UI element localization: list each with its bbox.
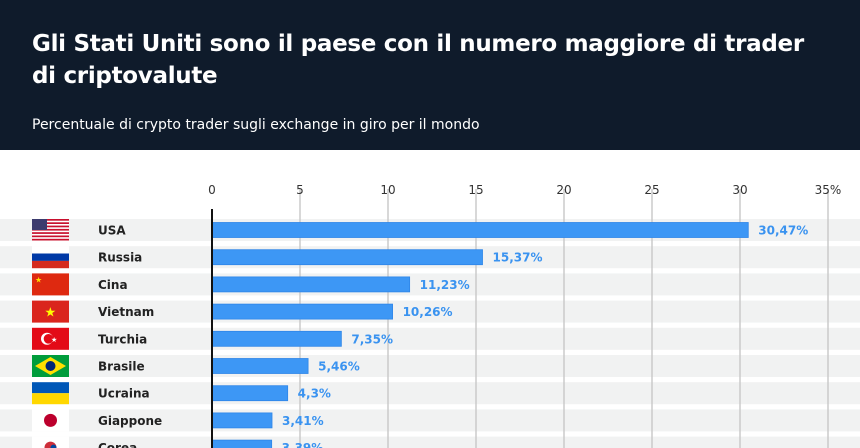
- flag-part: [32, 225, 69, 228]
- flag-star: ★: [51, 336, 57, 344]
- x-tick-label: 10: [380, 183, 395, 197]
- value-label: 5,46%: [318, 360, 360, 374]
- bar: [211, 358, 309, 374]
- china-flag-icon: ★: [32, 273, 69, 296]
- x-tick-label: 35%: [815, 183, 842, 197]
- flag-part: [32, 235, 69, 238]
- x-tick-label: 30: [732, 183, 747, 197]
- flag-part: [32, 382, 69, 394]
- value-label: 3,41%: [282, 414, 324, 428]
- flag-star: ★: [35, 275, 42, 284]
- bar: [211, 303, 393, 320]
- flag-part: [32, 300, 69, 323]
- turkey-flag-icon: ★: [32, 327, 69, 350]
- flag-part: [32, 219, 69, 221]
- flag-part: [32, 393, 69, 405]
- category-label: USA: [98, 224, 126, 238]
- flag-part: [32, 273, 69, 296]
- bar-chart: 0 5 10 15 20 25 30 35% 30,47% USA 15,37% Russia 11,2…: [0, 183, 860, 448]
- category-label: Turchia: [98, 332, 147, 346]
- header: Gli Stati Uniti sono il paese con il num…: [0, 0, 860, 150]
- flag-part: [32, 219, 47, 230]
- flag-part: [32, 246, 69, 254]
- ukraine-flag-icon: [32, 382, 69, 405]
- value-label: 11,23%: [420, 278, 470, 292]
- category-label: Brasile: [98, 360, 145, 374]
- x-tick-label: 20: [556, 183, 571, 197]
- us-flag-icon: [32, 219, 69, 241]
- category-label: Ucraina: [98, 387, 150, 401]
- bar: [211, 439, 273, 448]
- x-tick-label: 0: [208, 183, 216, 197]
- category-label: Corea: [98, 441, 137, 448]
- category-label: Vietnam: [98, 305, 154, 319]
- flag-part: [32, 222, 69, 224]
- flag-part: [32, 232, 69, 234]
- bar: [211, 330, 342, 347]
- korea-flag-icon: [32, 436, 69, 448]
- row-band: [0, 436, 860, 448]
- flag-globe: [45, 361, 56, 371]
- bar: [211, 385, 289, 402]
- x-tick-label: 25: [644, 183, 659, 197]
- flag-part: [32, 260, 69, 269]
- flag-part: [32, 238, 69, 241]
- flag-sun: [44, 413, 57, 427]
- value-label: 30,47%: [758, 224, 808, 238]
- flag-part: [32, 253, 69, 261]
- bar: [211, 222, 749, 238]
- category-label: Cina: [98, 278, 128, 292]
- vietnam-flag-icon: ★: [32, 300, 69, 323]
- chart-title: Gli Stati Uniti sono il paese con il num…: [32, 31, 804, 89]
- bar: [211, 249, 483, 266]
- flag-crescent: [43, 334, 54, 344]
- flag-part: [32, 228, 69, 231]
- value-label: 15,37%: [493, 251, 543, 265]
- category-label: Russia: [98, 251, 142, 265]
- bar: [211, 276, 411, 293]
- chart-subtitle: Percentuale di crypto trader sugli excha…: [32, 117, 480, 133]
- category-label: Giappone: [98, 414, 162, 428]
- value-label: 7,35%: [351, 332, 393, 346]
- value-label: 4,3%: [298, 387, 331, 401]
- value-label: 10,26%: [403, 305, 453, 319]
- x-tick-label: 5: [296, 183, 304, 197]
- japan-flag-icon: [32, 409, 69, 432]
- russia-flag-icon: [32, 246, 69, 269]
- flag-star: ★: [45, 306, 57, 321]
- flag-taegeuk: [44, 444, 57, 448]
- brazil-flag-icon: [32, 355, 69, 377]
- x-tick-label: 15: [468, 183, 483, 197]
- bar: [211, 412, 273, 429]
- value-label: 3,39%: [282, 441, 324, 448]
